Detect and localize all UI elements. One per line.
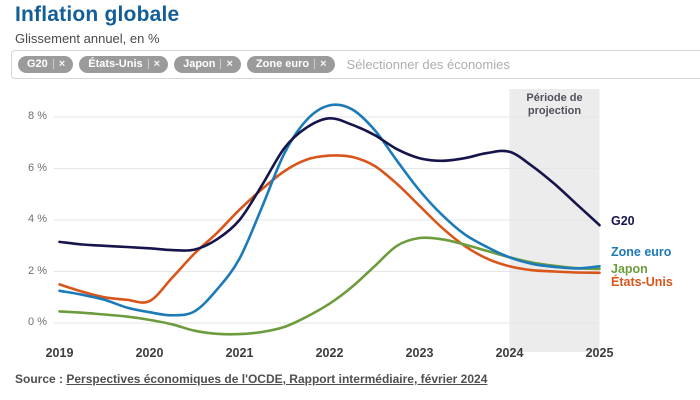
- filter-chip-g20[interactable]: G20 ×: [18, 56, 74, 73]
- filter-chip-label: États-Unis: [88, 58, 143, 70]
- source-line: Source : Perspectives économiques de l'O…: [15, 372, 487, 386]
- y-axis-label: 6 %: [28, 161, 47, 174]
- series-line-g20: [58, 116, 601, 252]
- series-label-japon: Japon: [611, 261, 648, 276]
- series-line-etats-unis: [58, 154, 601, 304]
- source-link[interactable]: Perspectives économiques de l'OCDE, Rapp…: [66, 372, 488, 386]
- chip-divider: [52, 59, 54, 69]
- y-axis-label: 8 %: [28, 110, 47, 122]
- x-axis-label: 2023: [405, 346, 434, 360]
- economy-select-input[interactable]: [344, 56, 700, 73]
- x-axis-label: 2020: [135, 346, 164, 360]
- series-label-zone-euro: Zone euro: [611, 245, 672, 260]
- page-title: Inflation globale: [15, 3, 180, 26]
- y-axis-label: 0 %: [28, 316, 47, 328]
- filter-chip-etats-unis[interactable]: États-Unis ×: [79, 56, 169, 73]
- chip-remove-icon[interactable]: ×: [58, 58, 66, 70]
- chip-remove-icon[interactable]: ×: [153, 58, 161, 70]
- chip-remove-icon[interactable]: ×: [226, 58, 233, 70]
- projection-period-label: Période de projection: [510, 92, 600, 118]
- y-axis-label: 2 %: [28, 264, 47, 277]
- projection-label-line2: projection: [527, 105, 582, 117]
- filter-chip-japon[interactable]: Japon ×: [174, 56, 241, 73]
- chart-subtitle: Glissement annuel, en %: [15, 31, 160, 46]
- filter-chip-label: Zone euro: [255, 58, 310, 70]
- x-axis-label: 2024: [495, 346, 524, 360]
- chip-divider: [220, 59, 222, 69]
- filter-chip-zone-euro[interactable]: Zone euro ×: [246, 56, 335, 73]
- series-label-etats-unis: États-Unis: [611, 274, 673, 289]
- x-axis-label: 2022: [315, 346, 344, 360]
- y-axis-label: 4 %: [28, 213, 47, 225]
- chip-divider: [147, 59, 149, 69]
- filter-chip-label: G20: [27, 58, 48, 70]
- inflation-chart: 0 % 2 % 4 % 6 % 8 % 2019 2020 2021 2022 …: [0, 85, 700, 360]
- x-axis-label: 2021: [225, 346, 254, 360]
- filter-chip-label: Japon: [183, 58, 216, 70]
- source-prefix: Source :: [15, 372, 67, 386]
- economy-filter-bar: G20 × États-Unis × Japon × Zone euro ×: [11, 50, 700, 79]
- chip-divider: [314, 59, 316, 69]
- x-axis-label: 2019: [45, 346, 74, 360]
- x-axis-label: 2025: [585, 346, 614, 360]
- chip-remove-icon[interactable]: ×: [320, 58, 327, 70]
- series-label-g20: G20: [611, 214, 635, 229]
- projection-label-line1: Période de: [526, 92, 583, 104]
- chart-canvas: [54, 89, 601, 352]
- series-line-zone-euro: [58, 103, 601, 317]
